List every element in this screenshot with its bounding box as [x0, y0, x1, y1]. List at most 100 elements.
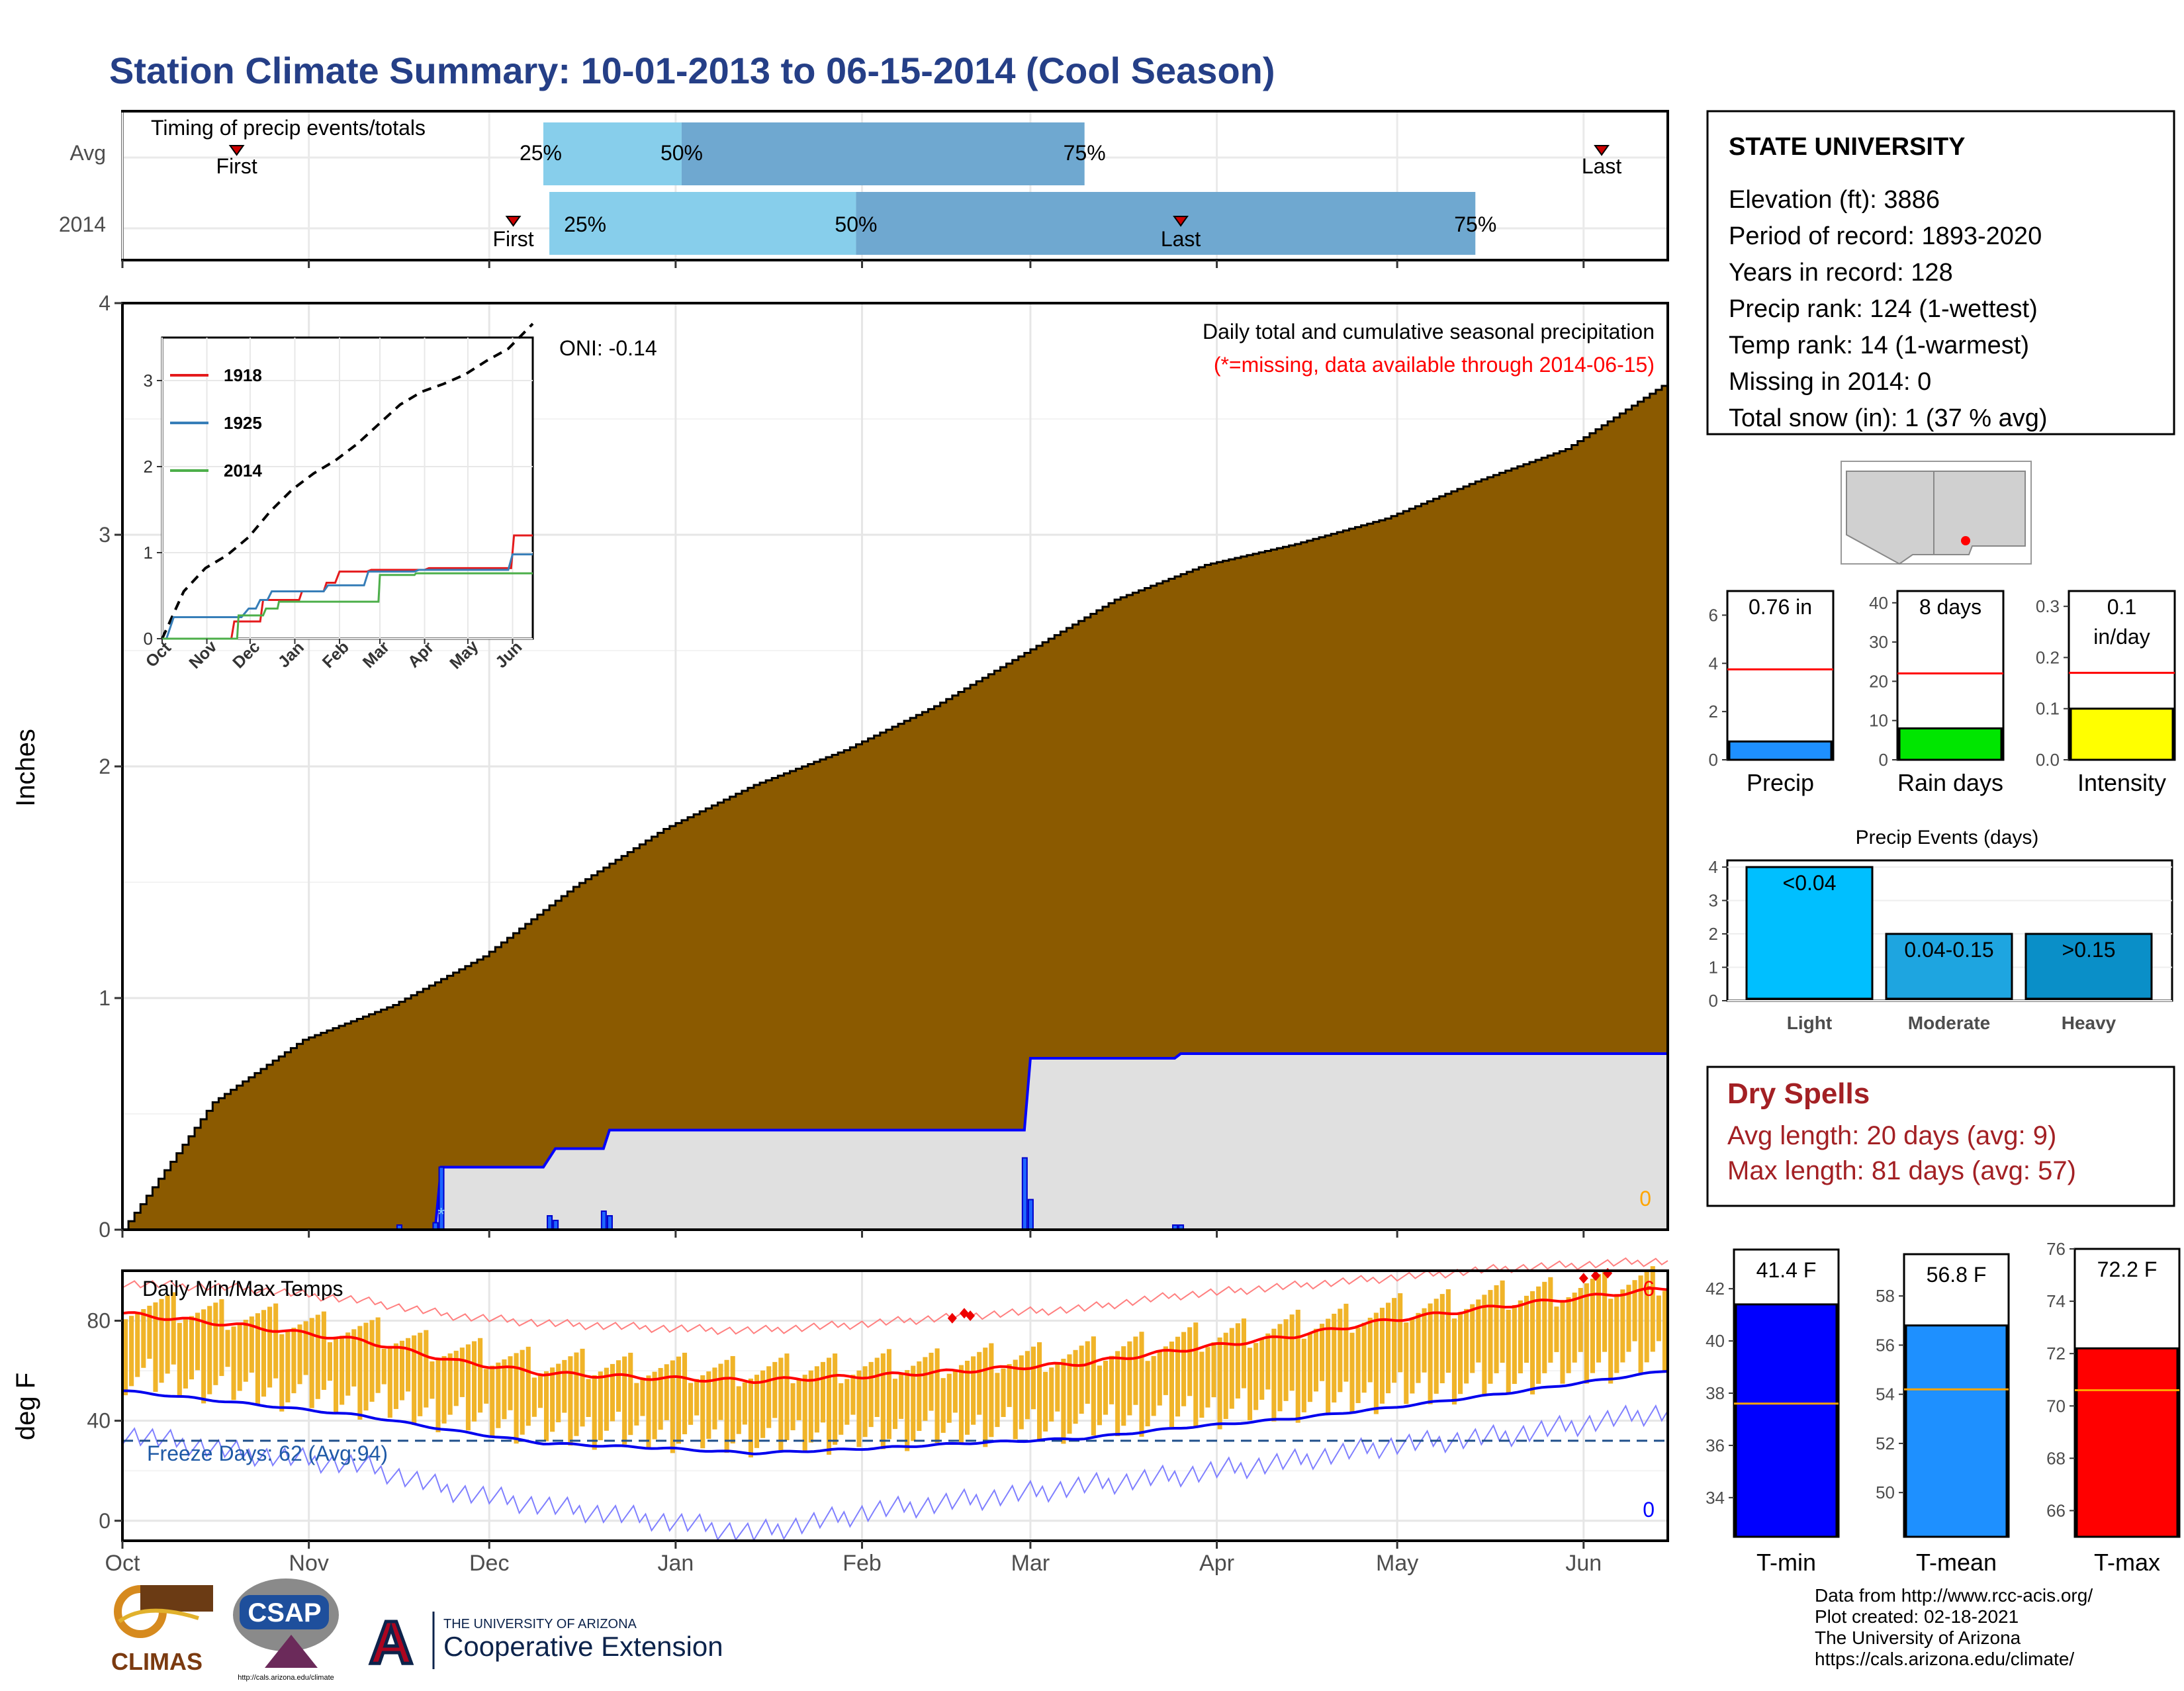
timing-row-2014-label: 2014 [59, 212, 106, 236]
daily-temp-bar [1085, 1341, 1090, 1404]
daily-temp-bar [321, 1311, 326, 1391]
daily-temp-bar [351, 1329, 357, 1387]
daily-temp-bar [1079, 1346, 1084, 1414]
mini-category-label: Intensity [2077, 769, 2166, 796]
events-ytick-label: 2 [1709, 924, 1718, 944]
daily-temp-bar [1500, 1280, 1505, 1363]
mini-ytick-label: 0.2 [2036, 647, 2060, 667]
mini-ytick-label: 0.1 [2036, 699, 2060, 719]
daily-temp-bar [1548, 1277, 1553, 1363]
station-location-marker [1961, 536, 1970, 545]
daily-temp-bar [375, 1317, 381, 1393]
daily-temp-bar [1235, 1323, 1240, 1399]
daily-temp-bar [1043, 1371, 1048, 1432]
dry-spells-box: Dry Spells Avg length: 20 days (avg: 9) … [1706, 1066, 2175, 1207]
temp-bar-category-label: T-max [2094, 1549, 2160, 1576]
daily-temp-bar [1410, 1318, 1415, 1394]
station-info-line: Elevation (ft): 3886 [1729, 186, 1940, 214]
station-info-line: Period of record: 1893-2020 [1729, 222, 2042, 250]
temp-bar-ytick-label: 36 [1706, 1436, 1725, 1455]
daily-temp-bar [1091, 1336, 1096, 1436]
daily-temp-bar [447, 1353, 453, 1415]
daily-temp-bar [537, 1374, 543, 1408]
month-label: May [1376, 1551, 1418, 1576]
events-ytick-label: 0 [1709, 991, 1718, 1011]
temp-corner-top: 6 [1643, 1277, 1655, 1301]
timing-marker-label: First [492, 227, 533, 251]
timing-title: Timing of precip events/totals [151, 116, 426, 140]
daily-temp-bar [1193, 1322, 1199, 1428]
mini-ytick-label: 2 [1709, 702, 1718, 721]
mini-ytick-label: 6 [1709, 605, 1718, 625]
inset-series-1925 [162, 553, 533, 640]
daily-temp-bar [291, 1328, 296, 1394]
inset-ytick-label: 2 [144, 457, 153, 477]
daily-temp-bar [1055, 1363, 1060, 1412]
record-max-line [122, 1257, 1668, 1336]
daily-temp-bar [934, 1348, 940, 1443]
daily-temp-bar [1211, 1342, 1216, 1398]
daily-temp-bar [135, 1312, 140, 1377]
daily-temp-bar [1332, 1313, 1337, 1403]
daily-temp-bar [484, 1369, 489, 1404]
events-bar-Heavy [2025, 933, 2153, 1000]
daily-temp-bar [249, 1316, 254, 1373]
daily-temp-bar [1326, 1318, 1331, 1413]
temp-bar-ytick-label: 50 [1876, 1483, 1895, 1502]
mini-ytick-label: 0 [1709, 750, 1718, 770]
temp-panel: 0 40 80 Daily Min/Max Temps Freeze Days: 6… [11, 1257, 1669, 1576]
daily-temp-bar [1121, 1346, 1126, 1426]
daily-temp-bar [1175, 1336, 1181, 1417]
daily-temp-bar [844, 1379, 850, 1425]
daily-temp-bar [1596, 1273, 1602, 1363]
mini-ytick-label: 0.3 [2036, 596, 2060, 616]
daily-temp-bar [616, 1360, 621, 1412]
month-label: Oct [105, 1551, 140, 1576]
record-high-marker [1578, 1273, 1588, 1284]
footer-credit-line: The University of Arizona [1815, 1627, 2021, 1648]
daily-temp-bar [430, 1361, 435, 1399]
timing-marker-label: First [216, 154, 257, 178]
precip-ytick-label: 1 [99, 986, 111, 1010]
daily-temp-bar [1115, 1351, 1120, 1436]
daily-temp-bar [1307, 1334, 1312, 1402]
ua-small-text: THE UNIVERSITY OF ARIZONA [443, 1617, 637, 1631]
temp-ytick-label: 80 [87, 1309, 111, 1333]
daily-temp-bar [406, 1338, 411, 1392]
daily-temp-bar [550, 1367, 555, 1432]
daily-temp-bar [1163, 1346, 1168, 1395]
precip-metrics-charts: 0 2 4 6 0.76 in Precip 0 10 20 30 40 8 days Rain day… [1709, 590, 2176, 796]
daily-temp-bar [1367, 1318, 1373, 1383]
record-high-marker [1590, 1270, 1600, 1281]
daily-temp-bar [610, 1363, 615, 1422]
mini-ytick-label: 0.0 [2036, 750, 2060, 770]
ua-block-a: A [369, 1609, 413, 1676]
inset-legend-label: 1925 [224, 413, 262, 433]
footer-credit-line: Plot created: 02-18-2021 [1815, 1606, 2019, 1627]
daily-precip-bar [606, 1215, 613, 1230]
daily-temp-bar [1217, 1337, 1222, 1430]
daily-temp-bar [1572, 1293, 1577, 1363]
daily-temp-bar [1181, 1332, 1187, 1406]
footer-credits: Data from http://www.rcc-acis.org/Plot c… [1815, 1585, 2093, 1669]
daily-temp-bar [742, 1382, 747, 1425]
daily-temp-bar [850, 1375, 856, 1415]
daily-temp-bar [1030, 1346, 1036, 1410]
daily-temp-bar [520, 1349, 525, 1435]
daily-temp-bar [1338, 1308, 1343, 1393]
daily-temp-bar [1169, 1342, 1174, 1427]
daily-temp-bar [670, 1360, 675, 1453]
events-ytick-label: 4 [1709, 857, 1718, 877]
timing-label-50: 50% [835, 212, 877, 236]
daily-temp-bar [1476, 1299, 1481, 1363]
daily-temp-bar [1373, 1312, 1379, 1414]
temp-bar-category-label: T-mean [1916, 1549, 1997, 1576]
oni-annotation: ONI: -0.14 [559, 336, 657, 360]
daily-temp-bar [1313, 1328, 1319, 1392]
footer-credit-line: https://cals.arizona.edu/climate/ [1815, 1649, 2074, 1669]
daily-temp-bar [1392, 1298, 1397, 1383]
daily-temp-bar [1109, 1355, 1115, 1404]
daily-temp-bar [381, 1348, 387, 1385]
daily-temp-bar [1241, 1318, 1247, 1389]
temp-bar-ytick-label: 74 [2046, 1291, 2066, 1311]
